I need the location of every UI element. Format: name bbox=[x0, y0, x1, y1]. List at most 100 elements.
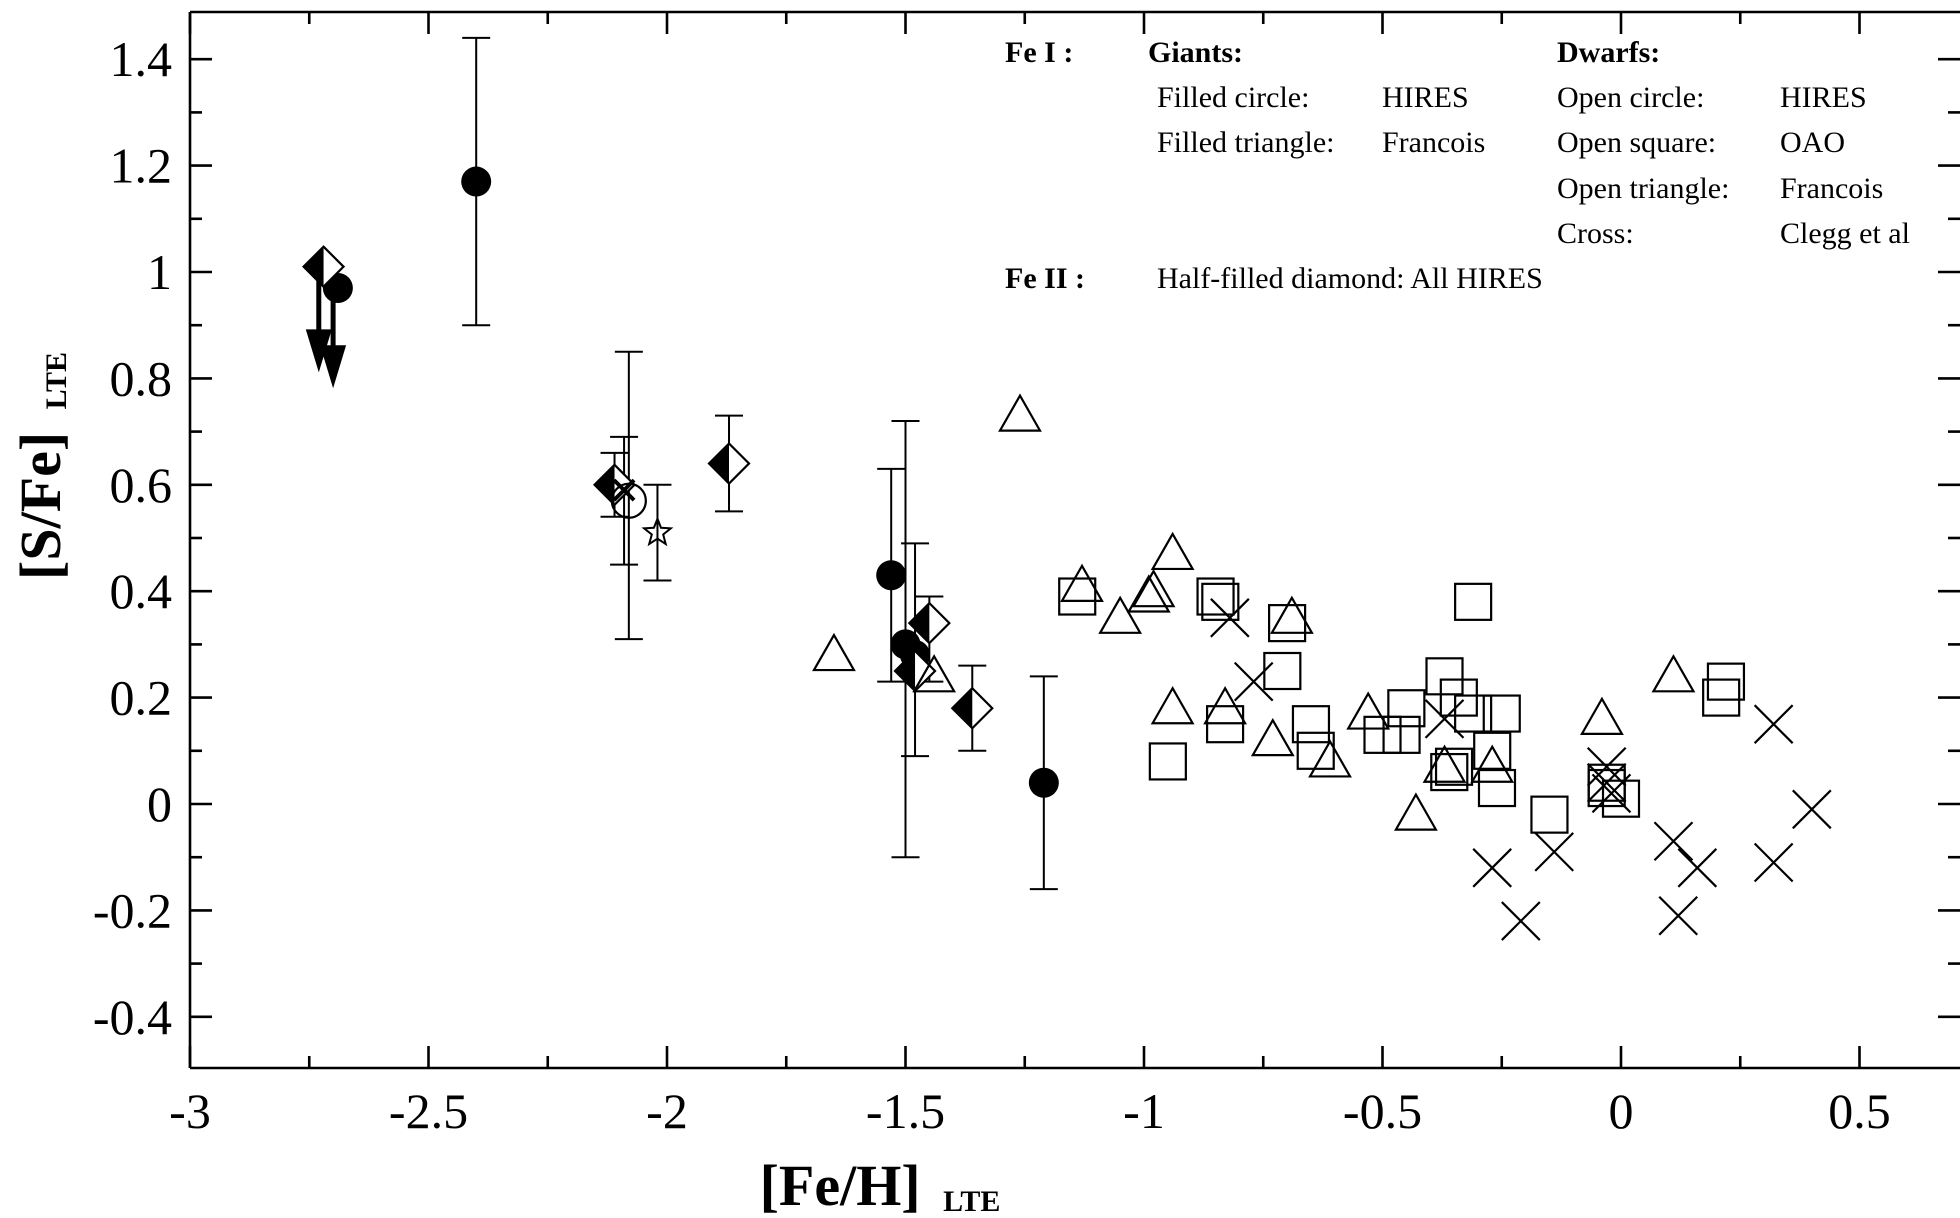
data-point-open-triangle bbox=[1651, 654, 1696, 693]
x-axis-title-sub: LTE bbox=[943, 1185, 1000, 1218]
x-axis-title-main: [Fe/H] bbox=[760, 1153, 921, 1218]
data-point-cross bbox=[1792, 789, 1832, 830]
point-diamond-fill bbox=[952, 688, 973, 729]
point-open-square bbox=[1196, 577, 1235, 616]
point-cross bbox=[1472, 848, 1512, 888]
point-open-triangle bbox=[812, 632, 856, 672]
data-point-open-triangle bbox=[1470, 744, 1515, 783]
data-point-open-triangle bbox=[1098, 595, 1143, 634]
y-tick-label: 0 bbox=[147, 776, 172, 832]
data-point-open-square bbox=[1473, 731, 1512, 770]
legend-giant-source-1: HIRES bbox=[1382, 81, 1469, 114]
point-open-square bbox=[1382, 715, 1421, 754]
data-point-cross bbox=[1586, 762, 1627, 803]
data-point-cross bbox=[1210, 598, 1250, 638]
point-open-star bbox=[641, 515, 674, 547]
point-cross bbox=[1233, 661, 1274, 702]
legend-giant-source-2: Francois bbox=[1382, 126, 1485, 159]
data-point-open-square bbox=[1263, 651, 1302, 691]
point-open-square bbox=[1601, 779, 1641, 818]
point-cross bbox=[1792, 789, 1832, 830]
data-point-half-diamond bbox=[592, 463, 637, 507]
legend-dwarf-source-4: Clegg et al bbox=[1780, 217, 1910, 250]
point-open-square bbox=[1205, 705, 1245, 744]
data-point-filled-circle bbox=[461, 166, 492, 197]
y-tick-label: 1.4 bbox=[110, 31, 173, 87]
point-open-triangle bbox=[1098, 595, 1143, 634]
point-cross bbox=[1591, 773, 1632, 814]
data-point-cross bbox=[1472, 848, 1512, 888]
point-open-triangle bbox=[912, 654, 957, 693]
data-point-cross bbox=[1753, 842, 1794, 883]
data-point-open-square bbox=[1454, 582, 1493, 621]
point-diamond-fill bbox=[303, 246, 324, 287]
x-tick-label: 0 bbox=[1609, 1083, 1634, 1139]
data-point-open-triangle bbox=[1060, 563, 1104, 602]
point-cross bbox=[1677, 848, 1718, 888]
point-open-square bbox=[1291, 705, 1331, 744]
data-points bbox=[302, 166, 1832, 941]
point-diamond-fill bbox=[709, 443, 730, 484]
point-diamond-fill bbox=[909, 603, 930, 644]
point-diamond-fill bbox=[895, 651, 916, 691]
y-tick-label: 0.8 bbox=[110, 350, 173, 406]
legend-giant-marker-2: Filled triangle: bbox=[1157, 126, 1334, 159]
legend-dwarf-marker-1: Open circle: bbox=[1557, 81, 1704, 114]
point-open-triangle bbox=[1131, 568, 1176, 608]
point-filled-circle bbox=[1028, 767, 1059, 798]
point-open-square bbox=[1263, 651, 1302, 691]
data-point-cross bbox=[1591, 773, 1632, 814]
data-point-open-triangle bbox=[1150, 531, 1195, 571]
data-point-cross bbox=[1233, 661, 1274, 702]
point-open-square bbox=[1201, 582, 1240, 621]
data-point-open-square bbox=[1477, 768, 1517, 808]
legend: Fe I : Giants: Filled circle: HIRES Fill… bbox=[1005, 36, 1910, 295]
data-point-open-triangle bbox=[1308, 739, 1352, 778]
legend-fe2-text: Half-filled diamond: All HIRES bbox=[1157, 262, 1543, 295]
data-point-half-diamond bbox=[707, 441, 751, 486]
point-open-square bbox=[1296, 731, 1335, 770]
arrow-head bbox=[320, 345, 347, 389]
point-open-square bbox=[1430, 752, 1469, 792]
data-point-cross bbox=[1586, 746, 1627, 787]
data-point-filled-circle bbox=[876, 560, 907, 591]
data-point-open-square bbox=[1205, 705, 1245, 744]
data-point-open-square bbox=[1382, 715, 1421, 754]
data-point-half-diamond bbox=[907, 601, 951, 645]
data-point-open-triangle bbox=[998, 393, 1042, 432]
point-cross bbox=[1424, 699, 1465, 739]
data-point-open-triangle bbox=[1269, 595, 1314, 634]
point-open-triangle bbox=[1470, 744, 1515, 783]
point-open-triangle bbox=[1126, 574, 1171, 613]
point-diamond-fill bbox=[594, 464, 615, 505]
data-point-open-triangle bbox=[1150, 686, 1195, 725]
point-open-triangle bbox=[1346, 691, 1391, 730]
data-point-filled-x bbox=[612, 478, 636, 502]
data-point-open-square bbox=[1601, 779, 1641, 818]
data-point-cross bbox=[1653, 821, 1694, 862]
point-open-triangle bbox=[1150, 686, 1195, 725]
data-point-cross bbox=[1501, 901, 1541, 941]
x-tick-label: -3 bbox=[169, 1083, 211, 1139]
data-point-open-triangle bbox=[1250, 717, 1295, 757]
data-point-open-square bbox=[1058, 577, 1097, 616]
point-cross bbox=[1586, 762, 1627, 803]
arrow-head bbox=[305, 329, 332, 373]
data-point-arrow-down bbox=[305, 277, 332, 373]
point-filled-circle bbox=[876, 560, 907, 591]
error-bars bbox=[462, 36, 1058, 891]
data-point-open-triangle bbox=[1393, 792, 1438, 831]
point-cross bbox=[1586, 746, 1627, 787]
point-open-triangle bbox=[1580, 696, 1624, 735]
x-axis-title: [Fe/H] LTE bbox=[760, 1153, 1001, 1218]
data-point-open-triangle bbox=[1126, 574, 1171, 613]
legend-fe1-label: Fe I : bbox=[1005, 36, 1073, 69]
x-tick-label: -1 bbox=[1123, 1083, 1165, 1139]
y-axis-title-main: [S/Fe] bbox=[8, 432, 73, 580]
point-open-square bbox=[1148, 742, 1187, 781]
data-point-open-triangle bbox=[912, 654, 957, 693]
data-point-open-square bbox=[1387, 689, 1426, 728]
point-open-triangle bbox=[1308, 739, 1352, 778]
x-tick-label: -2.5 bbox=[389, 1083, 468, 1139]
